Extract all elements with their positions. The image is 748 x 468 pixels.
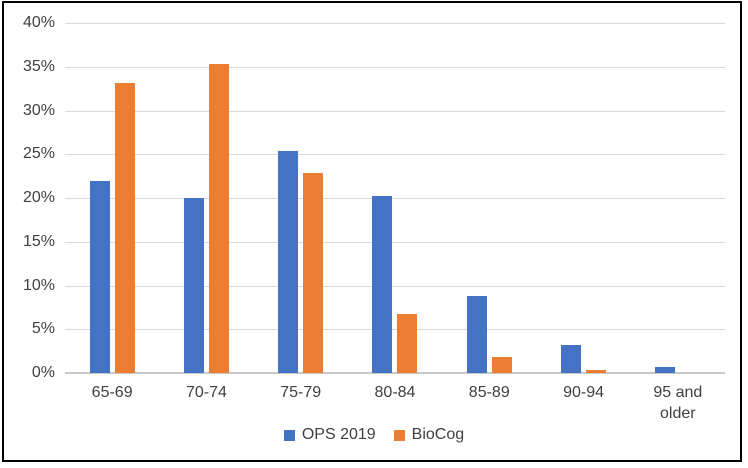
y-tick-label: 35% xyxy=(22,57,55,75)
y-tick-label: 5% xyxy=(31,320,55,338)
x-tick-label: 80-84 xyxy=(374,384,416,401)
y-tick-label: 30% xyxy=(22,101,55,119)
gridline xyxy=(65,241,725,243)
bar-ops-2019-75-79 xyxy=(278,150,299,373)
legend-swatch-icon xyxy=(393,429,405,441)
gridline xyxy=(65,285,725,287)
legend-label: BioCog xyxy=(411,426,465,443)
bar-biocog-70-74 xyxy=(208,64,229,373)
y-tick-label: 0% xyxy=(31,364,55,381)
x-tick-label: 70-74 xyxy=(185,384,227,401)
bar-biocog-80-84 xyxy=(397,313,418,373)
bar-group-80-84 xyxy=(348,23,442,373)
bar-biocog-75-79 xyxy=(303,172,324,373)
y-tick-label: 15% xyxy=(22,232,55,250)
bar-group-95-and-older xyxy=(631,23,725,373)
bar-ops-2019-85-89 xyxy=(466,296,487,373)
legend: OPS 2019 BioCog xyxy=(0,426,748,444)
gridline xyxy=(65,198,725,199)
gridline xyxy=(65,154,725,156)
gridline xyxy=(65,66,725,68)
x-tick-label: 85-89 xyxy=(468,384,510,401)
bar-group-85-89 xyxy=(442,23,536,373)
x-tick-label: 95 and older xyxy=(653,384,703,422)
bar-groups xyxy=(65,23,725,373)
legend-label: OPS 2019 xyxy=(301,426,376,443)
x-axis-labels: 65-69 70-74 75-79 80-84 85-89 90-94 95 and old… xyxy=(65,382,725,424)
y-tick-label: 40% xyxy=(22,14,55,31)
bar-ops-2019-95-and-older xyxy=(655,366,676,373)
x-tick-label: 90-94 xyxy=(563,384,604,401)
bar-ops-2019-80-84 xyxy=(372,196,393,373)
gridline xyxy=(65,23,725,24)
bar-group-75-79 xyxy=(254,23,348,373)
gridline xyxy=(65,329,725,331)
bar-ops-2019-65-69 xyxy=(89,180,110,373)
x-axis-line xyxy=(65,372,725,374)
y-tick-label: 20% xyxy=(22,189,55,206)
bar-group-65-69 xyxy=(65,23,159,373)
gridline xyxy=(65,110,725,112)
bar-biocog-85-89 xyxy=(491,357,512,373)
x-tick-label: 75-79 xyxy=(280,384,322,401)
bar-ops-2019-90-94 xyxy=(561,345,582,373)
bar-biocog-65-69 xyxy=(114,83,135,373)
bar-group-70-74 xyxy=(159,23,253,373)
y-tick-label: 10% xyxy=(22,276,55,294)
bar-group-90-94 xyxy=(536,23,630,373)
legend-item-biocog: BioCog xyxy=(393,426,465,444)
y-tick-label: 25% xyxy=(22,145,55,163)
x-tick-label: 65-69 xyxy=(91,384,133,401)
legend-item-ops-2019: OPS 2019 xyxy=(283,426,376,444)
bar-biocog-90-94 xyxy=(586,370,607,373)
bar-ops-2019-70-74 xyxy=(183,198,204,373)
legend-swatch-icon xyxy=(283,429,295,441)
